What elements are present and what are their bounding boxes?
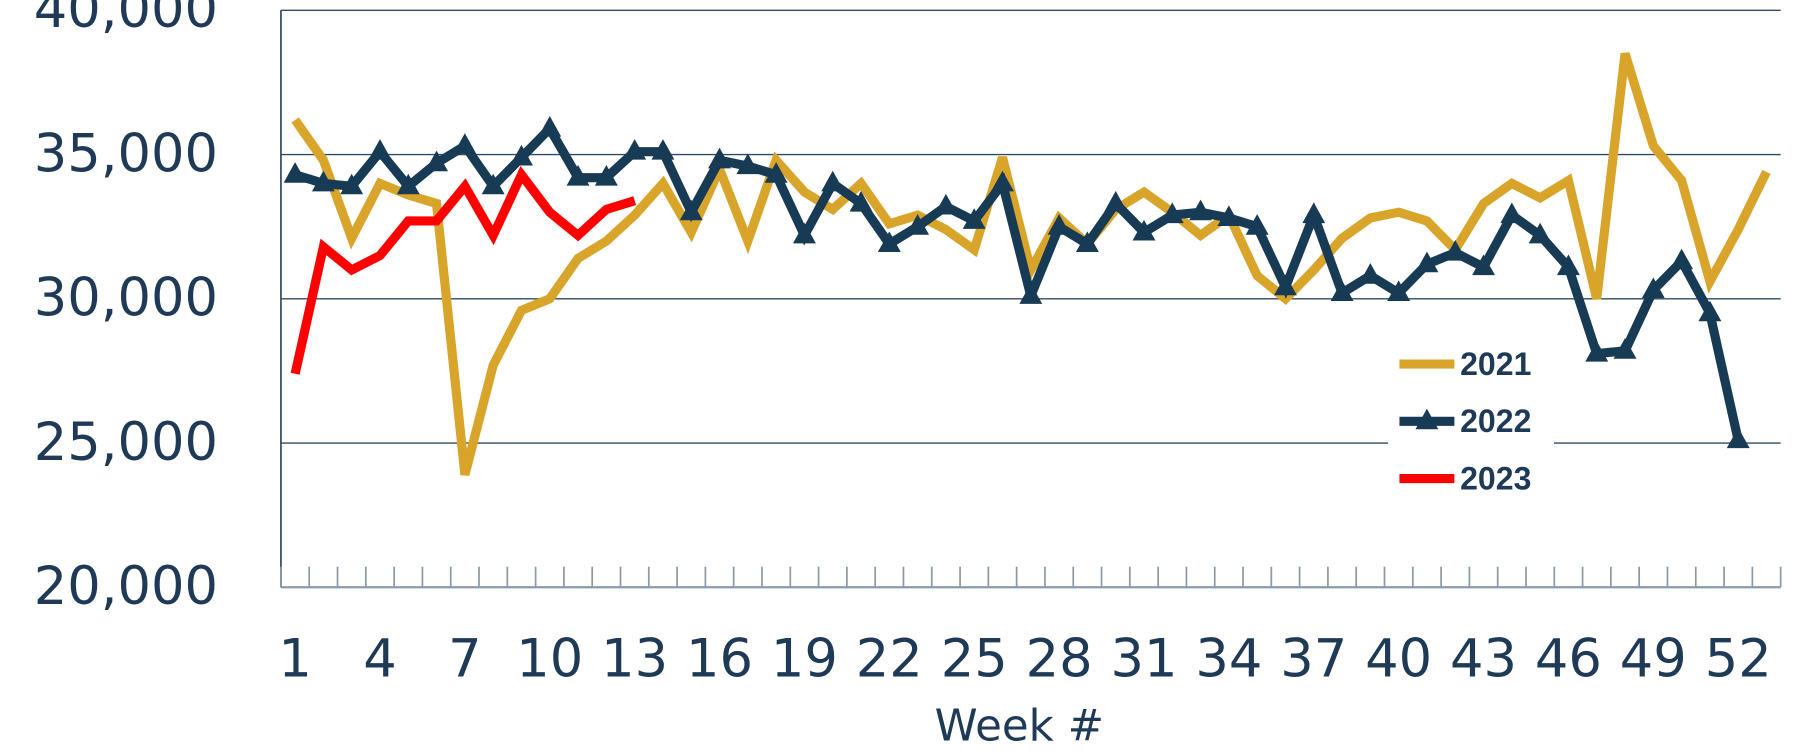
series-marker [1302,202,1326,224]
y-tick-label: 20,000 [34,556,218,617]
series-marker [1500,202,1524,224]
series-marker [1104,191,1128,212]
series-marker [679,199,703,221]
series-marker [1274,274,1297,296]
legend-marker [1415,408,1439,430]
series-marker [1217,205,1241,227]
series-marker [311,170,335,192]
series-marker [368,139,392,160]
series-marker [1670,248,1694,270]
series-line [290,165,637,375]
series-marker [1330,280,1354,302]
series-marker [283,162,307,183]
series-marker [340,173,364,195]
x-tick-label: 13 [601,628,668,689]
series-marker [1075,231,1099,252]
x-tick-label: 52 [1705,628,1772,689]
series-marker [962,208,986,229]
series-marker [510,144,533,166]
x-tick-label: 4 [363,628,397,689]
series-marker [736,153,760,175]
legend-label: 2021 [1460,346,1531,382]
x-tick-label: 7 [448,628,482,689]
x-axis-title: Week # [935,702,1104,751]
series-marker [453,133,477,154]
y-tick-label: 25,000 [34,412,218,473]
x-tick-label: 40 [1365,628,1432,689]
series-line [293,121,1743,442]
x-tick-label: 22 [856,628,923,689]
series-line [291,52,1771,476]
x-tick-label: 25 [941,628,1008,689]
x-tick-label: 28 [1026,628,1093,689]
series-marker [594,165,618,186]
series-marker [1160,202,1184,224]
series-marker [1528,222,1552,244]
series-marker [877,231,901,252]
x-tick-label: 16 [686,628,753,689]
series-marker [708,147,731,169]
x-tick-label: 37 [1280,628,1347,689]
series-marker [1585,341,1609,362]
legend-label: 2023 [1460,460,1531,496]
x-tick-label: 1 [278,628,312,689]
series-marker [1019,283,1043,304]
y-tick-label: 30,000 [34,268,218,329]
series-marker [1358,263,1382,284]
y-tick-label: 35,000 [34,123,218,184]
series-marker [566,165,590,186]
series-marker [1472,254,1495,276]
series-marker [1726,427,1750,449]
series-marker [1556,254,1580,276]
y-tick-label: 40,000 [34,0,218,40]
x-tick-label: 31 [1110,628,1177,689]
series-marker [991,170,1014,192]
series-marker [396,173,420,195]
series-marker [821,170,845,192]
series-marker [538,115,562,137]
legend-label: 2022 [1460,403,1531,439]
x-tick-label: 43 [1450,628,1517,689]
series-marker [792,222,816,244]
x-tick-label: 19 [771,628,838,689]
series-marker [1132,219,1156,241]
series-marker [1443,240,1467,261]
series-marker [849,191,873,212]
series-marker [1387,280,1411,302]
series-marker [1613,338,1637,359]
x-tick-label: 34 [1195,628,1262,689]
x-tick-label: 49 [1620,628,1687,689]
series-marker [1245,214,1269,235]
series-marker [934,193,958,215]
series-marker [1641,277,1665,299]
series-marker [764,162,788,183]
series-marker [481,173,505,195]
series-marker [1698,300,1722,322]
series-marker [425,150,449,172]
series-marker [1189,199,1213,221]
series-marker [906,214,930,235]
x-tick-label: 46 [1535,628,1602,689]
series-marker [651,139,675,160]
x-tick-label: 10 [516,628,583,689]
series-marker [1415,251,1439,273]
series-marker [623,139,647,160]
series-marker [1047,214,1071,235]
